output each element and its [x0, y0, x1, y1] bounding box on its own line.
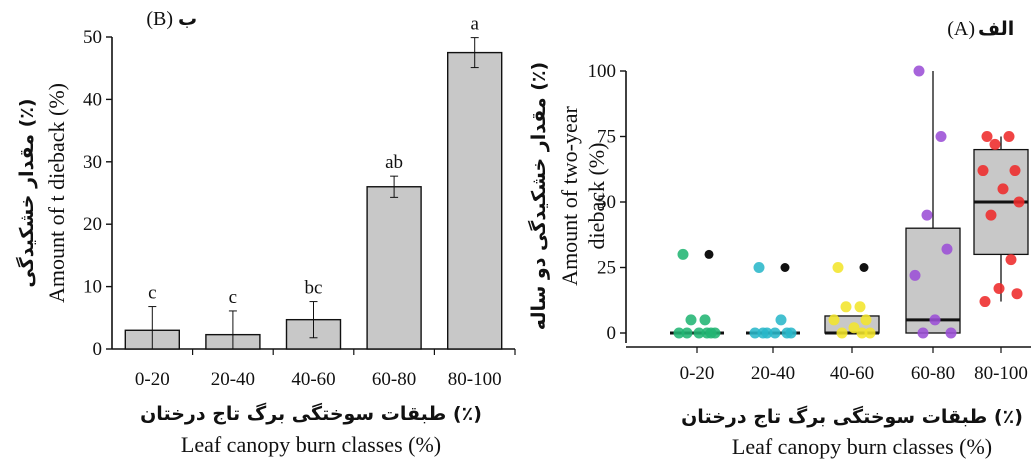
data-point [864, 327, 876, 339]
data-point [677, 248, 689, 260]
data-point [848, 322, 860, 334]
y-tick-label: 100 [588, 61, 617, 82]
data-point [769, 327, 781, 339]
data-point [753, 262, 765, 273]
x-axis-label-en: Leaf canopy burn classes (%) [732, 434, 992, 459]
x-tick-label: 0-20 [680, 363, 715, 384]
data-point [854, 301, 866, 313]
panel-label-fa: ب [178, 8, 197, 30]
outlier-point [704, 249, 714, 259]
data-point [941, 243, 953, 255]
data-point [977, 165, 989, 177]
x-axis-label-fa: طبقات سوختگی برگ تاج درختان (٪) [681, 405, 1023, 428]
significance-letter: bc [305, 278, 323, 299]
significance-letter: c [148, 283, 156, 304]
data-point [1005, 254, 1017, 266]
data-point [673, 327, 685, 339]
y-axis-label-fa: مقدار خشکیدگی (٪) [15, 98, 38, 287]
outlier-point [859, 263, 869, 272]
data-point [701, 327, 713, 339]
data-point [749, 327, 761, 339]
x-axis-label-fa: طبقات سوختگی برگ تاج درختان (٪) [140, 402, 482, 425]
x-tick-label: 80-100 [448, 369, 502, 390]
significance-letter: ab [385, 152, 403, 173]
data-point [681, 327, 693, 339]
y-axis-label-en: Amount of t dieback (%) [44, 83, 69, 303]
data-point [1013, 196, 1025, 208]
y-axis-label-en-line2: dieback (%) [584, 143, 609, 250]
data-point [699, 314, 711, 326]
bar [447, 51, 503, 350]
data-point [775, 314, 787, 326]
significance-letter: c [229, 287, 237, 308]
bar [366, 186, 422, 350]
data-point [993, 282, 1005, 294]
y-tick-label: 75 [597, 127, 616, 148]
data-point [985, 209, 997, 221]
y-tick-label: 10 [83, 277, 102, 298]
data-point [945, 327, 957, 339]
data-point [693, 327, 705, 339]
panel-a-box-plot: 0 25 50 75 100 0-20 20-40 40-60 60-80 80-100 (A) ال… [527, 18, 1031, 459]
data-point [929, 314, 941, 326]
y-tick-label: 20 [83, 214, 102, 235]
y-tick-label: 40 [83, 89, 102, 110]
data-point [913, 65, 925, 77]
panel-b-bar-chart: 0 10 20 30 40 50 c 0-20 c 20-40 bc 40-60 ab 60-80 a 80-… [15, 8, 516, 457]
data-point [921, 209, 933, 221]
y-tick-label: 50 [597, 192, 616, 213]
data-point [935, 131, 947, 142]
x-tick-label: 40-60 [291, 369, 335, 390]
significance-letter: a [470, 14, 479, 35]
data-point [757, 327, 769, 339]
y-tick-label: 0 [93, 339, 103, 360]
y-tick-label: 25 [597, 258, 616, 279]
data-point [828, 314, 840, 326]
data-point [1009, 165, 1021, 177]
data-point [860, 314, 872, 326]
data-point [1011, 288, 1023, 300]
y-tick-label: 30 [83, 152, 102, 173]
x-tick-label: 60-80 [372, 369, 416, 390]
x-tick-label: 0-20 [135, 369, 170, 390]
x-axis-label-en: Leaf canopy burn classes (%) [181, 432, 441, 457]
outlier-point [780, 263, 790, 272]
data-point [997, 183, 1009, 195]
data-point [979, 296, 991, 308]
data-point [836, 327, 848, 339]
x-tick-label: 20-40 [211, 369, 255, 390]
data-point [685, 314, 697, 326]
data-point [909, 269, 921, 281]
data-point [1003, 131, 1015, 142]
panel-label-en: (B) [146, 8, 173, 30]
data-point [981, 131, 993, 142]
x-tick-label: 60-80 [911, 363, 955, 384]
x-tick-label: 40-60 [830, 363, 874, 384]
panel-label-fa: الف [978, 18, 1014, 40]
x-tick-label: 20-40 [751, 363, 795, 384]
y-tick-label: 50 [83, 27, 102, 48]
data-point [832, 262, 844, 273]
data-point [989, 138, 1001, 150]
data-point [709, 327, 721, 339]
panel-label-en: (A) [947, 18, 975, 40]
y-axis-label-en-line1: Amount of two-year [557, 106, 582, 286]
data-point [785, 327, 797, 339]
data-point [840, 301, 852, 313]
data-point [856, 327, 868, 339]
x-tick-label: 80-100 [974, 363, 1028, 384]
y-axis-label-fa: مقدار خشکیدگی دو ساله (٪) [527, 62, 550, 330]
y-tick-label: 0 [607, 323, 617, 344]
data-point [917, 327, 929, 339]
